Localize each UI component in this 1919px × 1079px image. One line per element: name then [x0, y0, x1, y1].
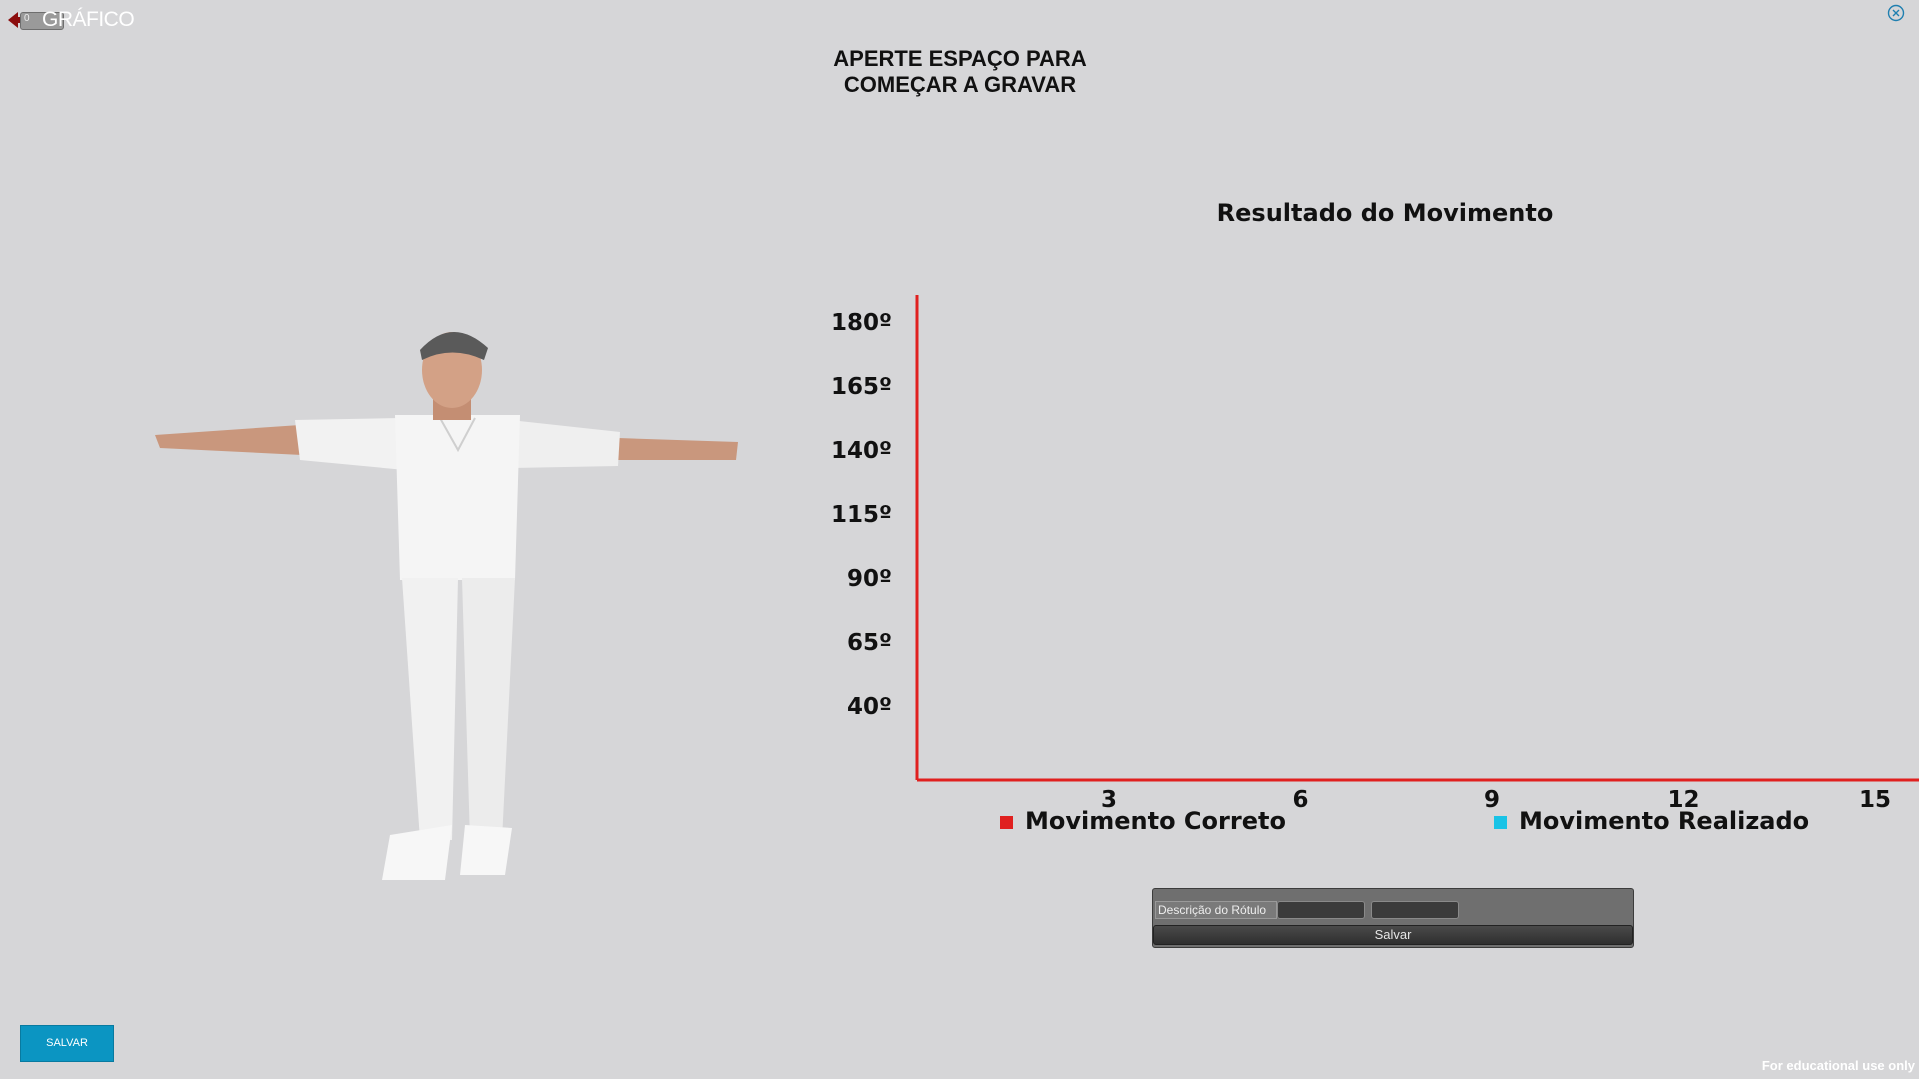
legend-swatch	[1494, 816, 1507, 829]
avatar-figure	[155, 331, 738, 880]
label-form-panel: Salvar	[1152, 888, 1634, 948]
back-button[interactable]: 0	[6, 10, 64, 30]
instruction-line-2: COMEÇAR A GRAVAR	[843, 72, 1077, 97]
x-tick-label: 6	[1292, 787, 1308, 813]
legend-swatch	[1000, 816, 1013, 829]
x-tick-label: 3	[1101, 787, 1117, 813]
y-tick-label: 115º	[831, 502, 892, 528]
y-axis-ticks: 180º 165º 140º 115º 90º 65º 40º	[831, 310, 892, 720]
x-tick-label: 12	[1667, 787, 1699, 813]
x-axis-ticks: 3 6 9 12 15	[1101, 787, 1891, 813]
back-button-pill	[20, 12, 64, 30]
x-tick-label: 15	[1859, 787, 1891, 813]
app-title: GRÁFICO	[42, 8, 135, 31]
chart-title: Resultado do Movimento	[1216, 199, 1554, 227]
footer-note: For educational use only	[1761, 1058, 1915, 1073]
back-button-label: 0	[24, 13, 30, 24]
y-tick-label: 65º	[847, 630, 892, 656]
close-button[interactable]	[1887, 4, 1905, 22]
legend-label: Movimento Correto	[1025, 807, 1286, 835]
label-value-field-2[interactable]	[1371, 901, 1459, 919]
close-icon	[1887, 4, 1905, 22]
chart-legend: Movimento Correto Movimento Realizado	[1000, 807, 1809, 835]
x-tick-label: 9	[1484, 787, 1500, 813]
save-button[interactable]: SALVAR	[20, 1025, 114, 1062]
y-tick-label: 40º	[847, 694, 892, 720]
label-description-input[interactable]	[1155, 901, 1277, 919]
y-tick-label: 180º	[831, 310, 892, 336]
label-save-button[interactable]: Salvar	[1153, 925, 1633, 945]
y-tick-label: 140º	[831, 438, 892, 464]
instruction-line-1: APERTE ESPAÇO PARA	[833, 46, 1087, 71]
label-value-field-1[interactable]	[1277, 901, 1365, 919]
movement-chart: 180º 165º 140º 115º 90º 65º 40º 3 6 9 12 15 Movime…	[831, 295, 1919, 835]
avatar-3d-model	[155, 331, 738, 880]
y-tick-label: 90º	[847, 566, 892, 592]
y-tick-label: 165º	[831, 374, 892, 400]
record-instruction: APERTE ESPAÇO PARA COMEÇAR A GRAVAR	[760, 46, 1160, 98]
legend-label: Movimento Realizado	[1519, 807, 1809, 835]
